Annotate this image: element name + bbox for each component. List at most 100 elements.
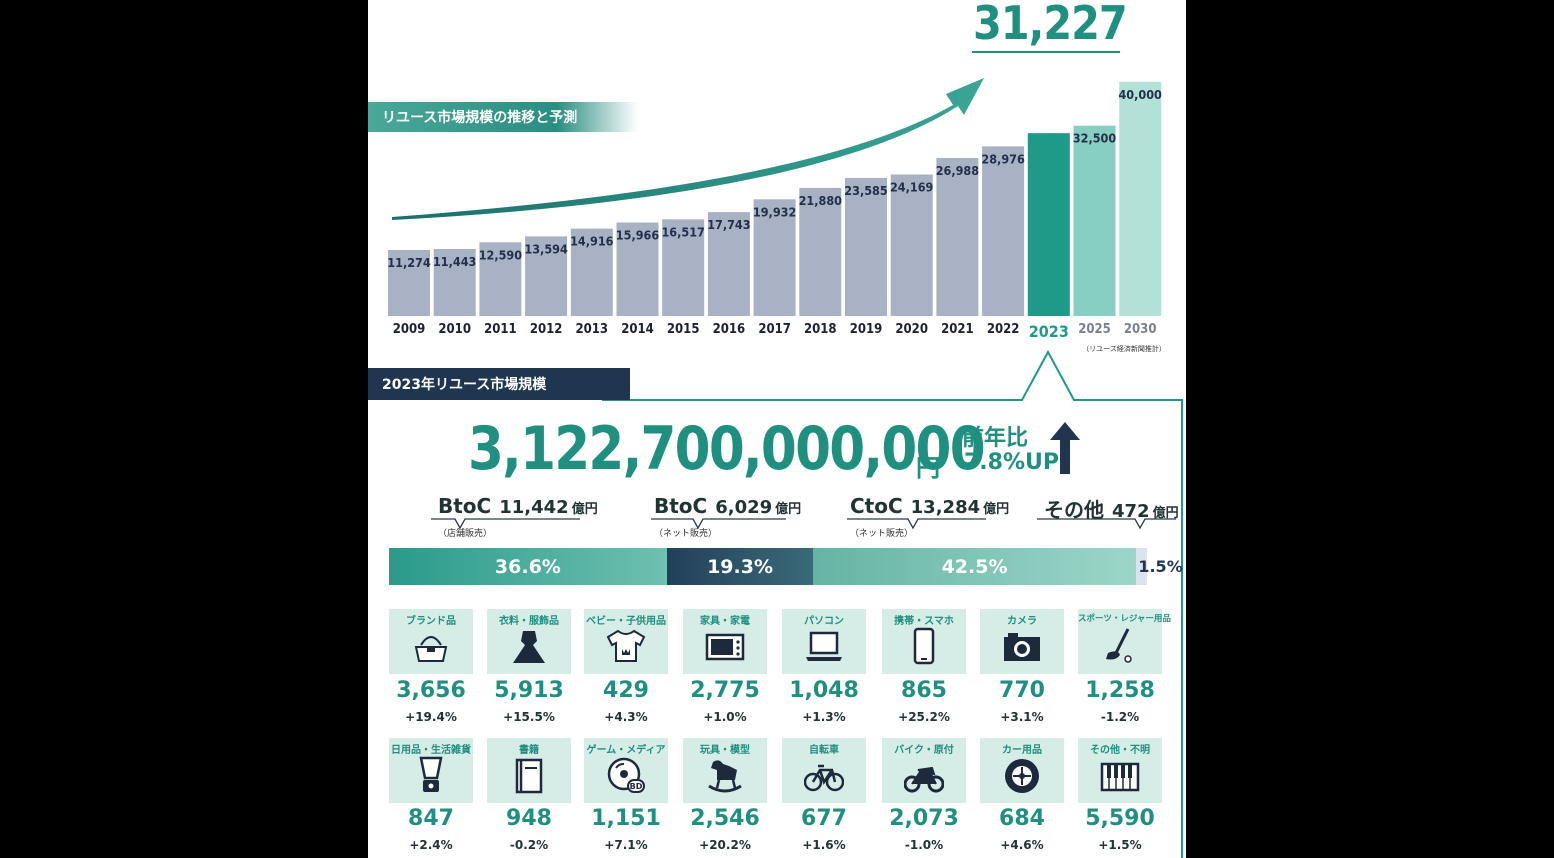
- segment-sub-1: （ネット販売）: [654, 529, 718, 539]
- dress-icon: [513, 631, 545, 663]
- year-tick-2016: 2016: [713, 322, 746, 337]
- category-value: 770: [999, 678, 1045, 703]
- category-name: 家具・家電: [700, 616, 750, 627]
- bar-value-label-2017: 19,932: [753, 204, 796, 219]
- segment-value: 13,284: [910, 497, 981, 518]
- segment-name: CtoC: [850, 494, 903, 518]
- category-card: 玩具・模型: [683, 738, 767, 803]
- category-value: 1,048: [789, 678, 859, 703]
- year-tick-2030: 2030: [1124, 322, 1157, 337]
- category-change: -0.2%: [509, 838, 549, 852]
- handbag-icon: [414, 636, 448, 662]
- category-name: 日用品・生活雑貨: [391, 745, 471, 756]
- segment-name: BtoC: [438, 494, 492, 518]
- bar-2016: [707, 212, 750, 316]
- market-2023-title-tag: 2023年リユース市場規模: [368, 368, 630, 400]
- motorcycle-icon: [904, 766, 944, 793]
- segment-name: BtoC: [654, 494, 708, 518]
- forecast-source-note: （リユース経済新聞推計）: [1082, 344, 1166, 353]
- bar-value-label-2019: 23,585: [844, 183, 888, 198]
- category-card: パソコン: [782, 609, 866, 674]
- bar-value-label-2013: 14,916: [570, 234, 614, 249]
- infographic-canvas: 11,274 2009 11,443 2010 12,590 2011 13,594 2012…: [368, 0, 1186, 858]
- category-card: スポーツ・レジャー用品: [1078, 609, 1171, 674]
- book-icon: [515, 758, 543, 794]
- category-name: 衣料・服飾品: [499, 616, 559, 627]
- up-arrow-icon: [1050, 422, 1080, 474]
- bar-2014: [616, 222, 659, 316]
- bar-value-label-2022: 28,976: [981, 151, 1025, 166]
- year-tick-2015: 2015: [667, 322, 700, 337]
- bar-2012: [525, 236, 568, 316]
- category-value: 1,258: [1085, 678, 1155, 703]
- category-card: ブランド品: [389, 609, 473, 674]
- smartphone-icon: [913, 627, 935, 665]
- segment-value: 11,442: [499, 497, 569, 518]
- category-name: 玩具・模型: [700, 745, 750, 756]
- year-tick-2011: 2011: [484, 322, 517, 337]
- segment-name: その他: [1044, 498, 1104, 522]
- category-card: 自転車: [782, 738, 866, 803]
- year-tick-2020: 2020: [895, 322, 928, 337]
- svg-text:BD: BD: [630, 782, 643, 791]
- share-segment-0: 36.6%: [389, 548, 667, 585]
- rocking-horse-icon: [708, 760, 742, 793]
- share-label-2: 42.5%: [941, 555, 1008, 578]
- year-tick-2017: 2017: [758, 322, 791, 337]
- share-label-3: 1.5%: [1138, 557, 1183, 576]
- trend-title-tag: リユース市場規模の推移と予測: [368, 102, 638, 132]
- bar-value-label-2012: 13,594: [524, 241, 568, 256]
- bar-value-label-2009: 11,274: [387, 255, 431, 270]
- bar-2019: [845, 177, 887, 316]
- category-card: バイク・原付: [882, 738, 966, 803]
- camera-icon: [1004, 633, 1040, 661]
- category-name: カメラ: [1007, 616, 1037, 627]
- category-value: 847: [408, 806, 454, 831]
- bicycle-icon: [804, 764, 844, 792]
- category-card: カメラ: [980, 609, 1064, 674]
- category-card: ベビー・子供用品: [584, 609, 668, 674]
- share-segment-1: 19.3%: [666, 548, 814, 585]
- bar-2018: [799, 187, 842, 316]
- bar-value-label-2015: 16,517: [661, 224, 704, 239]
- category-name: パソコン: [804, 616, 844, 627]
- blender-icon: [419, 756, 443, 792]
- bar-2022: [982, 146, 1025, 316]
- year-tick-2012: 2012: [530, 322, 563, 337]
- year-tick-2010: 2010: [438, 322, 471, 337]
- bar-2017: [753, 199, 796, 316]
- category-change: +2.4%: [409, 838, 453, 852]
- market-size-bar-chart: 11,274 2009 11,443 2010 12,590 2011 13,594 2012…: [387, 78, 1166, 353]
- bar-value-label-2018: 21,880: [799, 193, 843, 208]
- category-change: +4.6%: [1000, 838, 1044, 852]
- bar-value-label-2016: 17,743: [707, 217, 750, 232]
- bar-2020: [890, 174, 933, 316]
- category-value: 2,775: [690, 678, 760, 703]
- category-name: バイク・原付: [894, 745, 954, 756]
- category-value: 2,546: [690, 806, 760, 831]
- yoy-label: 前年比: [962, 426, 1029, 451]
- category-change: -1.0%: [904, 838, 944, 852]
- segment-label-2: CtoC 13,284 億円: [850, 494, 1009, 518]
- segment-sub-2: （ネット販売）: [850, 529, 914, 539]
- bar-value-label-2021: 26,988: [936, 163, 980, 178]
- category-value: 429: [603, 678, 649, 703]
- segment-bracket-2: [847, 518, 986, 530]
- category-card: カー用品: [980, 738, 1064, 803]
- category-name: ベビー・子供用品: [586, 616, 666, 627]
- year-tick-2022: 2022: [987, 322, 1020, 337]
- bar-2013: [570, 228, 613, 316]
- bar-value-label-2010: 11,443: [433, 254, 476, 269]
- category-value: 5,590: [1085, 806, 1155, 831]
- year-tick-2013: 2013: [576, 322, 609, 337]
- category-change: +1.0%: [703, 710, 747, 724]
- share-segment-2: 42.5%: [813, 548, 1136, 585]
- category-value: 677: [801, 806, 847, 831]
- headline-underline: [972, 51, 1120, 53]
- category-value: 5,913: [494, 678, 564, 703]
- category-name: 自転車: [809, 745, 839, 756]
- year-tick-2014: 2014: [621, 322, 654, 337]
- segment-label-3: その他 472 億円: [1044, 494, 1179, 523]
- year-tick-2025: 2025: [1078, 322, 1111, 337]
- category-change: +20.2%: [699, 838, 751, 852]
